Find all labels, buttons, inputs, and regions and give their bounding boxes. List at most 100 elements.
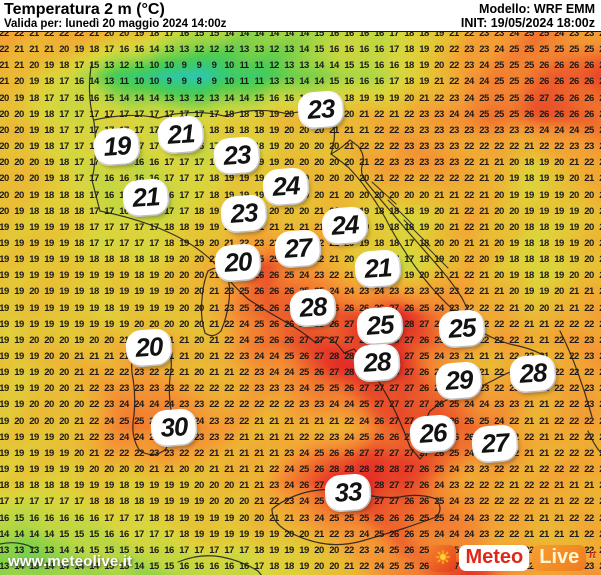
grid-value: 21 (284, 431, 294, 443)
grid-value: 19 (74, 286, 84, 298)
grid-value: 19 (359, 205, 369, 217)
grid-value: 22 (269, 399, 279, 411)
grid-value: 20 (59, 44, 69, 56)
grid-value: 18 (209, 189, 219, 201)
grid-value: 27 (374, 399, 384, 411)
grid-value: 22 (569, 415, 579, 427)
grid-value: 19 (29, 367, 39, 379)
grid-value: 27 (419, 399, 429, 411)
grid-value: 19 (59, 464, 69, 476)
grid-value: 20 (0, 189, 9, 201)
grid-value: 21 (584, 173, 594, 185)
grid-value: 23 (104, 383, 114, 395)
grid-value: 22 (584, 528, 594, 540)
grid-value: 17 (254, 560, 264, 572)
grid-value: 24 (134, 399, 144, 411)
grid-value: 27 (596, 61, 601, 71)
grid-value: 16 (239, 560, 249, 572)
grid-value: 22 (314, 431, 324, 443)
grid-value: 26 (389, 431, 399, 443)
grid-value: 18 (389, 205, 399, 217)
meteolive-logo[interactable]: ☀ Meteo Live it (429, 544, 596, 572)
grid-value: 23 (224, 302, 234, 314)
grid-value: 15 (104, 560, 114, 572)
grid-value: 26 (389, 512, 399, 524)
grid-value: 18 (59, 205, 69, 217)
grid-value: 25 (479, 108, 489, 120)
grid-value: 18 (419, 31, 429, 39)
grid-value: 20 (596, 271, 601, 281)
grid-value: 23 (419, 286, 429, 298)
grid-value: 21 (524, 399, 534, 411)
grid-value: 17 (179, 189, 189, 201)
grid-value: 26 (539, 60, 549, 72)
grid-value: 20 (44, 334, 54, 346)
grid-value: 21 (314, 528, 324, 540)
grid-value: 26 (539, 76, 549, 88)
grid-value: 19 (14, 431, 24, 443)
grid-value: 22 (509, 318, 519, 330)
grid-value: 23 (419, 157, 429, 169)
grid-value: 22 (524, 544, 534, 556)
grid-value: 20 (14, 189, 24, 201)
grid-value: 14 (119, 92, 129, 104)
grid-value: 27 (329, 367, 339, 379)
grid-value: 13 (14, 544, 24, 556)
grid-value: 27 (596, 77, 601, 87)
grid-value: 19 (254, 157, 264, 169)
grid-value: 20 (329, 157, 339, 169)
grid-value: 24 (239, 318, 249, 330)
grid-value: 23 (284, 447, 294, 459)
grid-value: 22 (596, 400, 601, 410)
grid-value: 21 (494, 286, 504, 298)
grid-value: 27 (389, 399, 399, 411)
grid-value: 21 (44, 44, 54, 56)
grid-value: 19 (59, 286, 69, 298)
grid-value: 18 (149, 512, 159, 524)
grid-value: 20 (0, 173, 9, 185)
grid-value: 27 (359, 447, 369, 459)
grid-value: 19 (119, 270, 129, 282)
grid-value: 25 (494, 108, 504, 120)
grid-value: 17 (179, 108, 189, 120)
grid-value: 17 (59, 496, 69, 508)
grid-value: 22 (494, 318, 504, 330)
grid-value: 22 (494, 496, 504, 508)
grid-value: 26 (569, 108, 579, 120)
grid-value: 22 (74, 31, 84, 39)
grid-value: 21 (299, 415, 309, 427)
grid-value: 18 (44, 189, 54, 201)
grid-value: 16 (134, 157, 144, 169)
grid-value: 22 (479, 141, 489, 153)
grid-value: 21 (179, 334, 189, 346)
grid-value: 26 (314, 367, 324, 379)
grid-value: 26 (374, 512, 384, 524)
grid-value: 20 (314, 124, 324, 136)
grid-value: 19 (539, 157, 549, 169)
grid-value: 17 (119, 221, 129, 233)
grid-value: 21 (254, 464, 264, 476)
grid-value: 20 (0, 124, 9, 136)
grid-value: 27 (314, 351, 324, 362)
grid-value: 22 (449, 60, 459, 72)
grid-value: 17 (104, 512, 114, 524)
grid-value: 22 (596, 497, 601, 507)
grid-value: 21 (554, 512, 564, 524)
grid-value: 22 (554, 464, 564, 476)
grid-value: 24 (449, 496, 459, 508)
grid-value: 18 (179, 528, 189, 540)
grid-value: 20 (584, 254, 594, 266)
grid-value: 24 (104, 415, 114, 427)
grid-value: 17 (149, 124, 159, 136)
grid-value: 20 (134, 464, 144, 476)
grid-value: 18 (524, 173, 534, 185)
grid-value: 21 (554, 302, 564, 314)
grid-value: 23 (524, 124, 534, 136)
grid-value: 21 (569, 528, 579, 540)
grid-value: 21 (209, 447, 219, 459)
header-right: Modello: WRF EMM INIT: 19/05/2024 18:00z (461, 1, 595, 31)
grid-value: 22 (569, 496, 579, 508)
grid-value: 26 (269, 334, 279, 346)
grid-value: 20 (14, 157, 24, 169)
grid-value: 17 (179, 205, 189, 217)
